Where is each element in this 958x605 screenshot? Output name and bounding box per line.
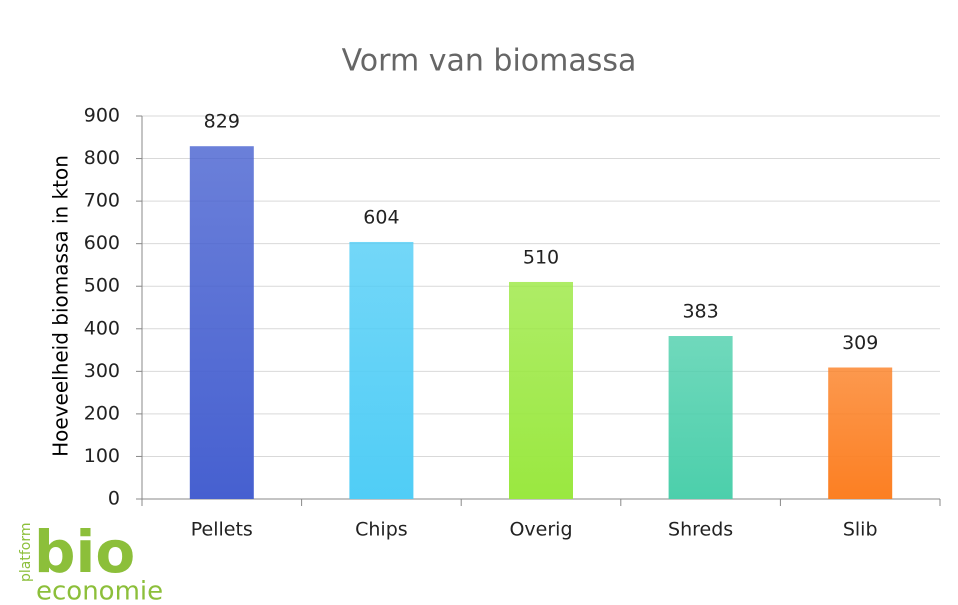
y-tick-label: 100 [84,445,120,467]
chart-title: Vorm van biomassa [342,44,637,79]
bar [668,336,733,499]
bar [189,146,254,499]
x-tick-label: Shreds [668,519,733,541]
y-tick-label: 900 [84,105,120,127]
data-label: 309 [842,332,878,354]
data-label: 510 [523,246,559,268]
y-tick-label: 300 [84,360,120,382]
data-label: 383 [682,301,718,323]
logo-small: platform [18,523,34,583]
x-tick-label: Overig [509,519,572,541]
bar [349,241,414,499]
data-label: 604 [363,206,399,228]
logo-big: bio [34,518,135,586]
x-tick-label: Slib [843,519,878,541]
bar [509,281,573,499]
y-tick-label: 200 [84,402,120,424]
logo-bottom: economie [36,577,163,605]
x-tick-label: Chips [355,519,408,541]
bar [828,367,893,499]
logo: platform bio economie [18,518,163,605]
y-tick-label: 700 [84,190,120,212]
x-tick-label: Pellets [191,519,253,541]
y-tick-label: 0 [108,488,120,510]
y-tick-label: 500 [84,275,120,297]
data-label: 829 [204,111,240,133]
y-tick-label: 400 [84,317,120,339]
y-axis-label: Hoeveelheid biomassa in kton [49,155,73,457]
y-tick-label: 600 [84,232,120,254]
y-tick-label: 800 [84,147,120,169]
